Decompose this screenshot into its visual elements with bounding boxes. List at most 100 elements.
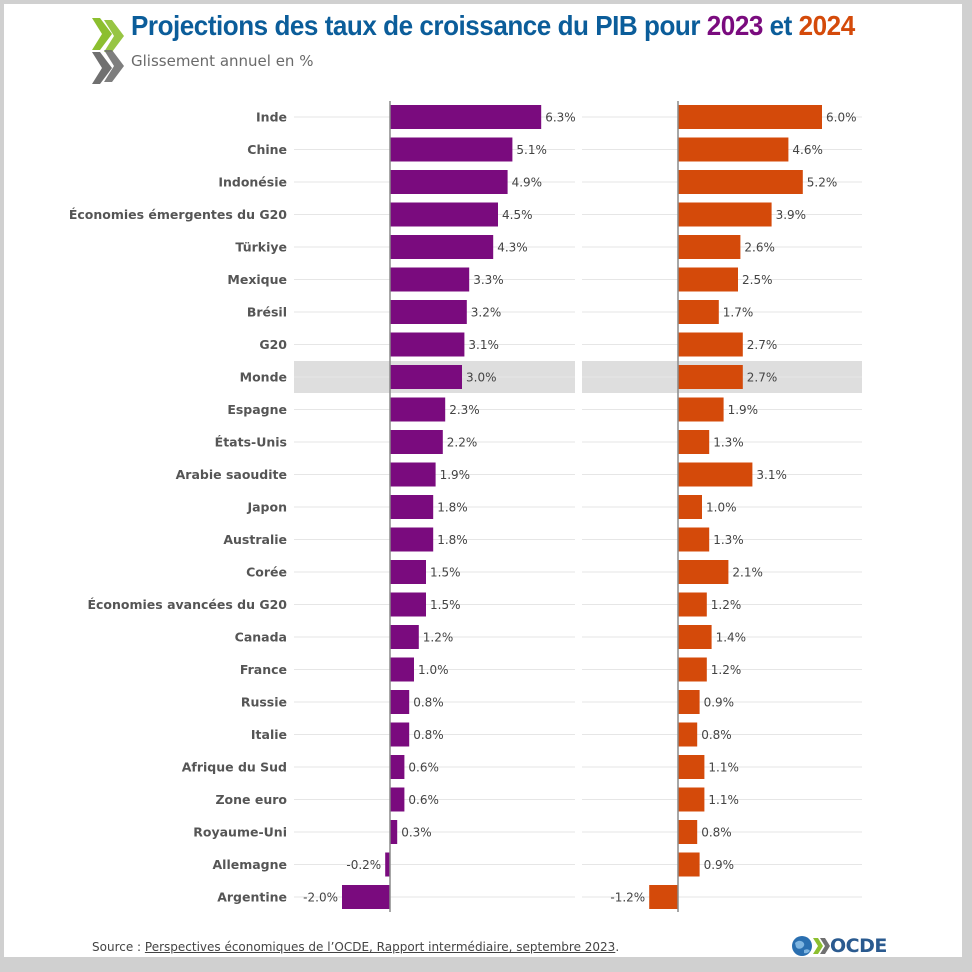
bar-2024 bbox=[678, 105, 822, 129]
data-label-2023: 3.0% bbox=[466, 371, 497, 385]
oecd-logo-text: OCDE bbox=[830, 935, 887, 957]
bar-2024 bbox=[678, 300, 719, 324]
category-label: France bbox=[240, 662, 287, 677]
data-label-2024: 2.5% bbox=[742, 273, 773, 287]
bar-2023 bbox=[390, 527, 434, 552]
data-label-2023: 4.5% bbox=[502, 208, 533, 222]
bar-2024 bbox=[678, 170, 803, 194]
data-label-2023: 1.8% bbox=[437, 533, 468, 547]
data-label-2023: 1.5% bbox=[430, 598, 461, 612]
data-label-2023: 5.1% bbox=[516, 143, 547, 157]
category-label: Italie bbox=[251, 727, 287, 742]
data-label-2023: 1.0% bbox=[418, 663, 449, 677]
bar-2023 bbox=[390, 820, 398, 844]
bar-2024 bbox=[678, 202, 772, 227]
bar-2023 bbox=[390, 495, 434, 519]
bar-2023 bbox=[390, 722, 410, 747]
chart-frame bbox=[4, 4, 962, 957]
data-label-2024: 0.8% bbox=[701, 826, 732, 840]
data-label-2023: 0.8% bbox=[413, 696, 444, 710]
bar-2023 bbox=[390, 787, 405, 812]
data-label-2023: 3.1% bbox=[468, 338, 499, 352]
bar-2024 bbox=[678, 755, 705, 779]
title-main: Projections des taux de croissance du PI… bbox=[131, 10, 701, 41]
category-label: Économies émergentes du G20 bbox=[69, 207, 287, 222]
source-suffix: . bbox=[615, 940, 620, 954]
bar-2023 bbox=[390, 592, 426, 617]
category-label: Indonésie bbox=[218, 175, 287, 190]
data-label-2024: 2.6% bbox=[744, 241, 775, 255]
bar-2023 bbox=[342, 885, 390, 909]
bar-2024 bbox=[678, 462, 753, 487]
bar-2024 bbox=[678, 592, 707, 617]
bar-2024 bbox=[678, 657, 707, 682]
category-label: États-Unis bbox=[215, 435, 287, 450]
globe-icon bbox=[792, 936, 830, 956]
category-label: Allemagne bbox=[212, 857, 287, 872]
category-label: Türkiye bbox=[235, 240, 287, 255]
bar-chart: Inde 6.3% 6.0% Chine 5.1% 4.6% Indonésie 4.9% 5.… bbox=[69, 101, 862, 912]
category-label: Argentine bbox=[217, 890, 287, 905]
bar-2023 bbox=[390, 332, 465, 357]
bar-2024 bbox=[678, 430, 710, 454]
source-prefix: Source : bbox=[92, 940, 145, 954]
bar-2024 bbox=[678, 235, 741, 259]
data-label-2024: 1.0% bbox=[706, 501, 737, 515]
bar-2024 bbox=[678, 137, 789, 162]
data-label-2023: 4.3% bbox=[497, 241, 528, 255]
bar-2024 bbox=[649, 885, 678, 909]
title-and: et bbox=[769, 10, 793, 41]
bar-2024 bbox=[678, 690, 700, 714]
data-label-2024: 1.2% bbox=[711, 598, 742, 612]
data-label-2024: 3.1% bbox=[756, 468, 787, 482]
bar-2023 bbox=[390, 300, 467, 324]
source-link[interactable]: Perspectives économiques de l’OCDE, Rapp… bbox=[144, 940, 616, 954]
category-label: Royaume-Uni bbox=[193, 825, 287, 840]
category-label: Canada bbox=[235, 630, 287, 645]
category-label: Brésil bbox=[247, 305, 287, 320]
bar-2023 bbox=[390, 170, 508, 194]
category-label: Arabie saoudite bbox=[176, 467, 287, 482]
data-label-2023: 2.3% bbox=[449, 403, 480, 417]
bar-2023 bbox=[385, 852, 390, 877]
data-label-2023: 4.9% bbox=[512, 176, 542, 190]
bar-2023 bbox=[390, 397, 446, 422]
data-label-2023: 1.8% bbox=[437, 501, 468, 515]
data-label-2023: 0.6% bbox=[408, 793, 439, 807]
bar-2023 bbox=[390, 235, 494, 259]
category-label: G20 bbox=[259, 337, 287, 352]
data-label-2024: 1.4% bbox=[716, 631, 747, 645]
bar-2024 bbox=[678, 852, 700, 877]
data-label-2024: 2.1% bbox=[732, 566, 763, 580]
bar-2023 bbox=[390, 560, 426, 584]
data-label-2024: 1.3% bbox=[713, 436, 744, 450]
chart-title: Projections des taux de croissance du PI… bbox=[131, 10, 855, 42]
bar-2024 bbox=[678, 332, 743, 357]
category-label: Russie bbox=[241, 695, 287, 710]
bar-2023 bbox=[390, 462, 436, 487]
data-label-2024: 6.0% bbox=[826, 111, 857, 125]
bar-2024 bbox=[678, 397, 724, 422]
category-label: Chine bbox=[247, 142, 287, 157]
data-label-2023: 0.8% bbox=[413, 728, 444, 742]
category-label: Mexique bbox=[227, 272, 287, 287]
data-label-2024: 3.9% bbox=[776, 208, 807, 222]
data-label-2023: 3.2% bbox=[471, 306, 502, 320]
bar-2024 bbox=[678, 560, 729, 584]
data-label-2024: 1.1% bbox=[708, 793, 739, 807]
data-label-2024: 0.9% bbox=[704, 858, 735, 872]
data-label-2023: 1.2% bbox=[423, 631, 454, 645]
bar-2024 bbox=[678, 625, 712, 649]
category-label: Économies avancées du G20 bbox=[87, 597, 287, 612]
data-label-2023: -0.2% bbox=[346, 858, 381, 872]
bar-2023 bbox=[390, 755, 405, 779]
oecd-chevron-icon bbox=[92, 18, 124, 84]
data-label-2023: 3.3% bbox=[473, 273, 504, 287]
data-label-2024: 2.7% bbox=[747, 371, 778, 385]
data-label-2024: 0.8% bbox=[701, 728, 732, 742]
data-label-2024: 1.3% bbox=[713, 533, 744, 547]
bar-2024 bbox=[678, 267, 738, 292]
bar-2023 bbox=[390, 267, 470, 292]
category-label: Monde bbox=[240, 370, 287, 385]
category-label: Japon bbox=[246, 500, 287, 515]
